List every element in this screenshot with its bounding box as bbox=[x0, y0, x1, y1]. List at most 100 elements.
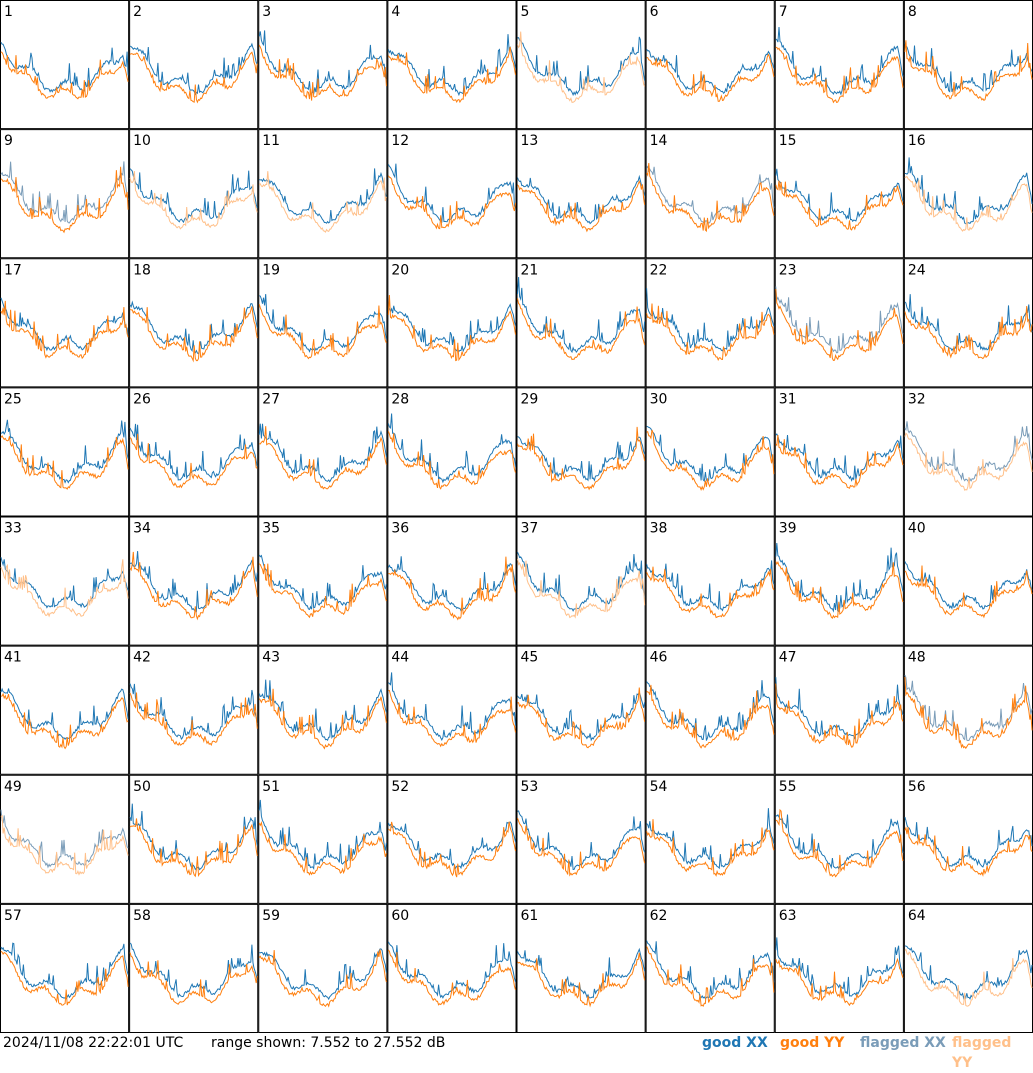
series-xx-panel-35 bbox=[258, 554, 387, 611]
series-yy-panel-53 bbox=[517, 817, 646, 877]
series-yy-panel-3 bbox=[258, 44, 387, 101]
panel-frame bbox=[774, 516, 904, 646]
panel-label: 50 bbox=[133, 779, 151, 795]
panel-48: 48 bbox=[903, 645, 1033, 775]
panel-frame bbox=[903, 258, 1033, 388]
panel-64: 64 bbox=[903, 903, 1033, 1033]
panel-label: 40 bbox=[908, 521, 926, 537]
panel-35: 35 bbox=[258, 516, 388, 646]
series-xx-panel-14 bbox=[646, 165, 775, 225]
series-xx-panel-20 bbox=[388, 303, 516, 353]
series-yy-panel-63 bbox=[775, 957, 904, 1007]
panel-label: 19 bbox=[262, 262, 280, 278]
series-xx-panel-9 bbox=[0, 161, 129, 224]
panel-label: 29 bbox=[521, 391, 539, 407]
legend-good-xx: good XX bbox=[702, 1033, 768, 1053]
series-xx-panel-28 bbox=[387, 413, 516, 484]
panel-11: 11 bbox=[258, 129, 388, 259]
series-yy-panel-29 bbox=[517, 426, 646, 491]
panel-label: 28 bbox=[391, 391, 409, 407]
panel-frame bbox=[129, 903, 259, 1033]
series-yy-panel-18 bbox=[129, 306, 258, 363]
panel-62: 62 bbox=[645, 903, 775, 1033]
panel-frame bbox=[129, 645, 259, 775]
panel-16: 16 bbox=[903, 129, 1033, 259]
panel-label: 32 bbox=[908, 391, 926, 407]
panel-58: 58 bbox=[129, 903, 259, 1033]
series-xx-panel-12 bbox=[387, 163, 516, 223]
panel-45: 45 bbox=[516, 645, 646, 775]
panel-25: 25 bbox=[0, 387, 130, 517]
panel-18: 18 bbox=[129, 258, 259, 388]
series-yy-panel-33 bbox=[0, 559, 129, 618]
panel-label: 25 bbox=[4, 391, 22, 407]
panel-frame bbox=[903, 387, 1033, 517]
series-yy-panel-30 bbox=[646, 429, 775, 491]
panel-frame bbox=[129, 774, 259, 904]
panel-22: 22 bbox=[645, 258, 775, 388]
series-xx-panel-51 bbox=[258, 799, 387, 871]
series-xx-panel-2 bbox=[129, 42, 258, 96]
panel-19: 19 bbox=[258, 258, 388, 388]
panel-30: 30 bbox=[645, 387, 775, 517]
panel-label: 17 bbox=[4, 262, 22, 278]
series-yy-panel-56 bbox=[904, 826, 1033, 877]
panel-14: 14 bbox=[645, 129, 775, 259]
panel-31: 31 bbox=[774, 387, 904, 517]
panel-label: 53 bbox=[521, 779, 539, 795]
series-yy-panel-25 bbox=[0, 434, 129, 490]
legend-flagged-yy: flagged YY bbox=[952, 1033, 1033, 1073]
series-yy-panel-27 bbox=[259, 426, 387, 490]
panel-label: 15 bbox=[779, 133, 797, 149]
panel-frame bbox=[387, 903, 517, 1033]
panel-frame bbox=[645, 774, 775, 904]
legend-flagged-xx: flagged XX bbox=[860, 1033, 946, 1053]
panel-frame bbox=[387, 645, 517, 775]
legend-good-xx-label: good XX bbox=[702, 1035, 768, 1051]
series-xx-panel-10 bbox=[129, 168, 258, 224]
panel-20: 20 bbox=[387, 258, 517, 388]
series-yy-panel-39 bbox=[775, 561, 904, 619]
panel-label: 49 bbox=[4, 779, 22, 795]
panel-frame bbox=[0, 903, 130, 1033]
series-yy-panel-5 bbox=[517, 31, 646, 103]
panel-label: 13 bbox=[521, 133, 539, 149]
panel-60: 60 bbox=[387, 903, 517, 1033]
panel-frame bbox=[774, 0, 904, 130]
series-yy-panel-51 bbox=[258, 820, 387, 876]
series-yy-panel-44 bbox=[388, 689, 516, 748]
panel-label: 3 bbox=[262, 4, 271, 20]
series-yy-panel-28 bbox=[387, 431, 516, 490]
series-yy-panel-48 bbox=[904, 676, 1033, 750]
panel-label: 36 bbox=[391, 521, 409, 537]
panel-label: 4 bbox=[391, 4, 400, 20]
series-xx-panel-41 bbox=[0, 687, 129, 740]
series-yy-panel-45 bbox=[517, 687, 646, 749]
timestamp-label: 2024/11/08 22:22:01 UTC bbox=[3, 1035, 184, 1051]
panel-label: 41 bbox=[4, 650, 22, 666]
panel-26: 26 bbox=[129, 387, 259, 517]
series-yy-panel-24 bbox=[904, 305, 1033, 360]
series-xx-panel-50 bbox=[129, 803, 258, 871]
panel-frame bbox=[258, 516, 388, 646]
series-xx-panel-29 bbox=[517, 436, 646, 482]
panel-51: 51 bbox=[258, 774, 388, 904]
series-yy-panel-12 bbox=[387, 175, 516, 230]
series-yy-panel-55 bbox=[775, 808, 904, 878]
panel-frame bbox=[516, 903, 646, 1033]
panel-label: 37 bbox=[521, 521, 539, 537]
series-xx-panel-26 bbox=[129, 423, 258, 481]
series-xx-panel-17 bbox=[0, 297, 129, 352]
panel-2: 2 bbox=[129, 0, 259, 130]
panel-label: 1 bbox=[4, 4, 13, 20]
series-xx-panel-63 bbox=[775, 937, 904, 997]
series-yy-panel-57 bbox=[0, 950, 129, 1006]
panel-10: 10 bbox=[129, 129, 259, 259]
legend-flagged-xx-label: flagged XX bbox=[860, 1035, 946, 1051]
panel-label: 61 bbox=[521, 908, 539, 924]
panel-label: 34 bbox=[133, 521, 151, 537]
panel-44: 44 bbox=[387, 645, 517, 775]
series-xx-panel-61 bbox=[517, 947, 646, 999]
panel-label: 33 bbox=[4, 521, 22, 537]
panel-frame bbox=[903, 903, 1033, 1033]
